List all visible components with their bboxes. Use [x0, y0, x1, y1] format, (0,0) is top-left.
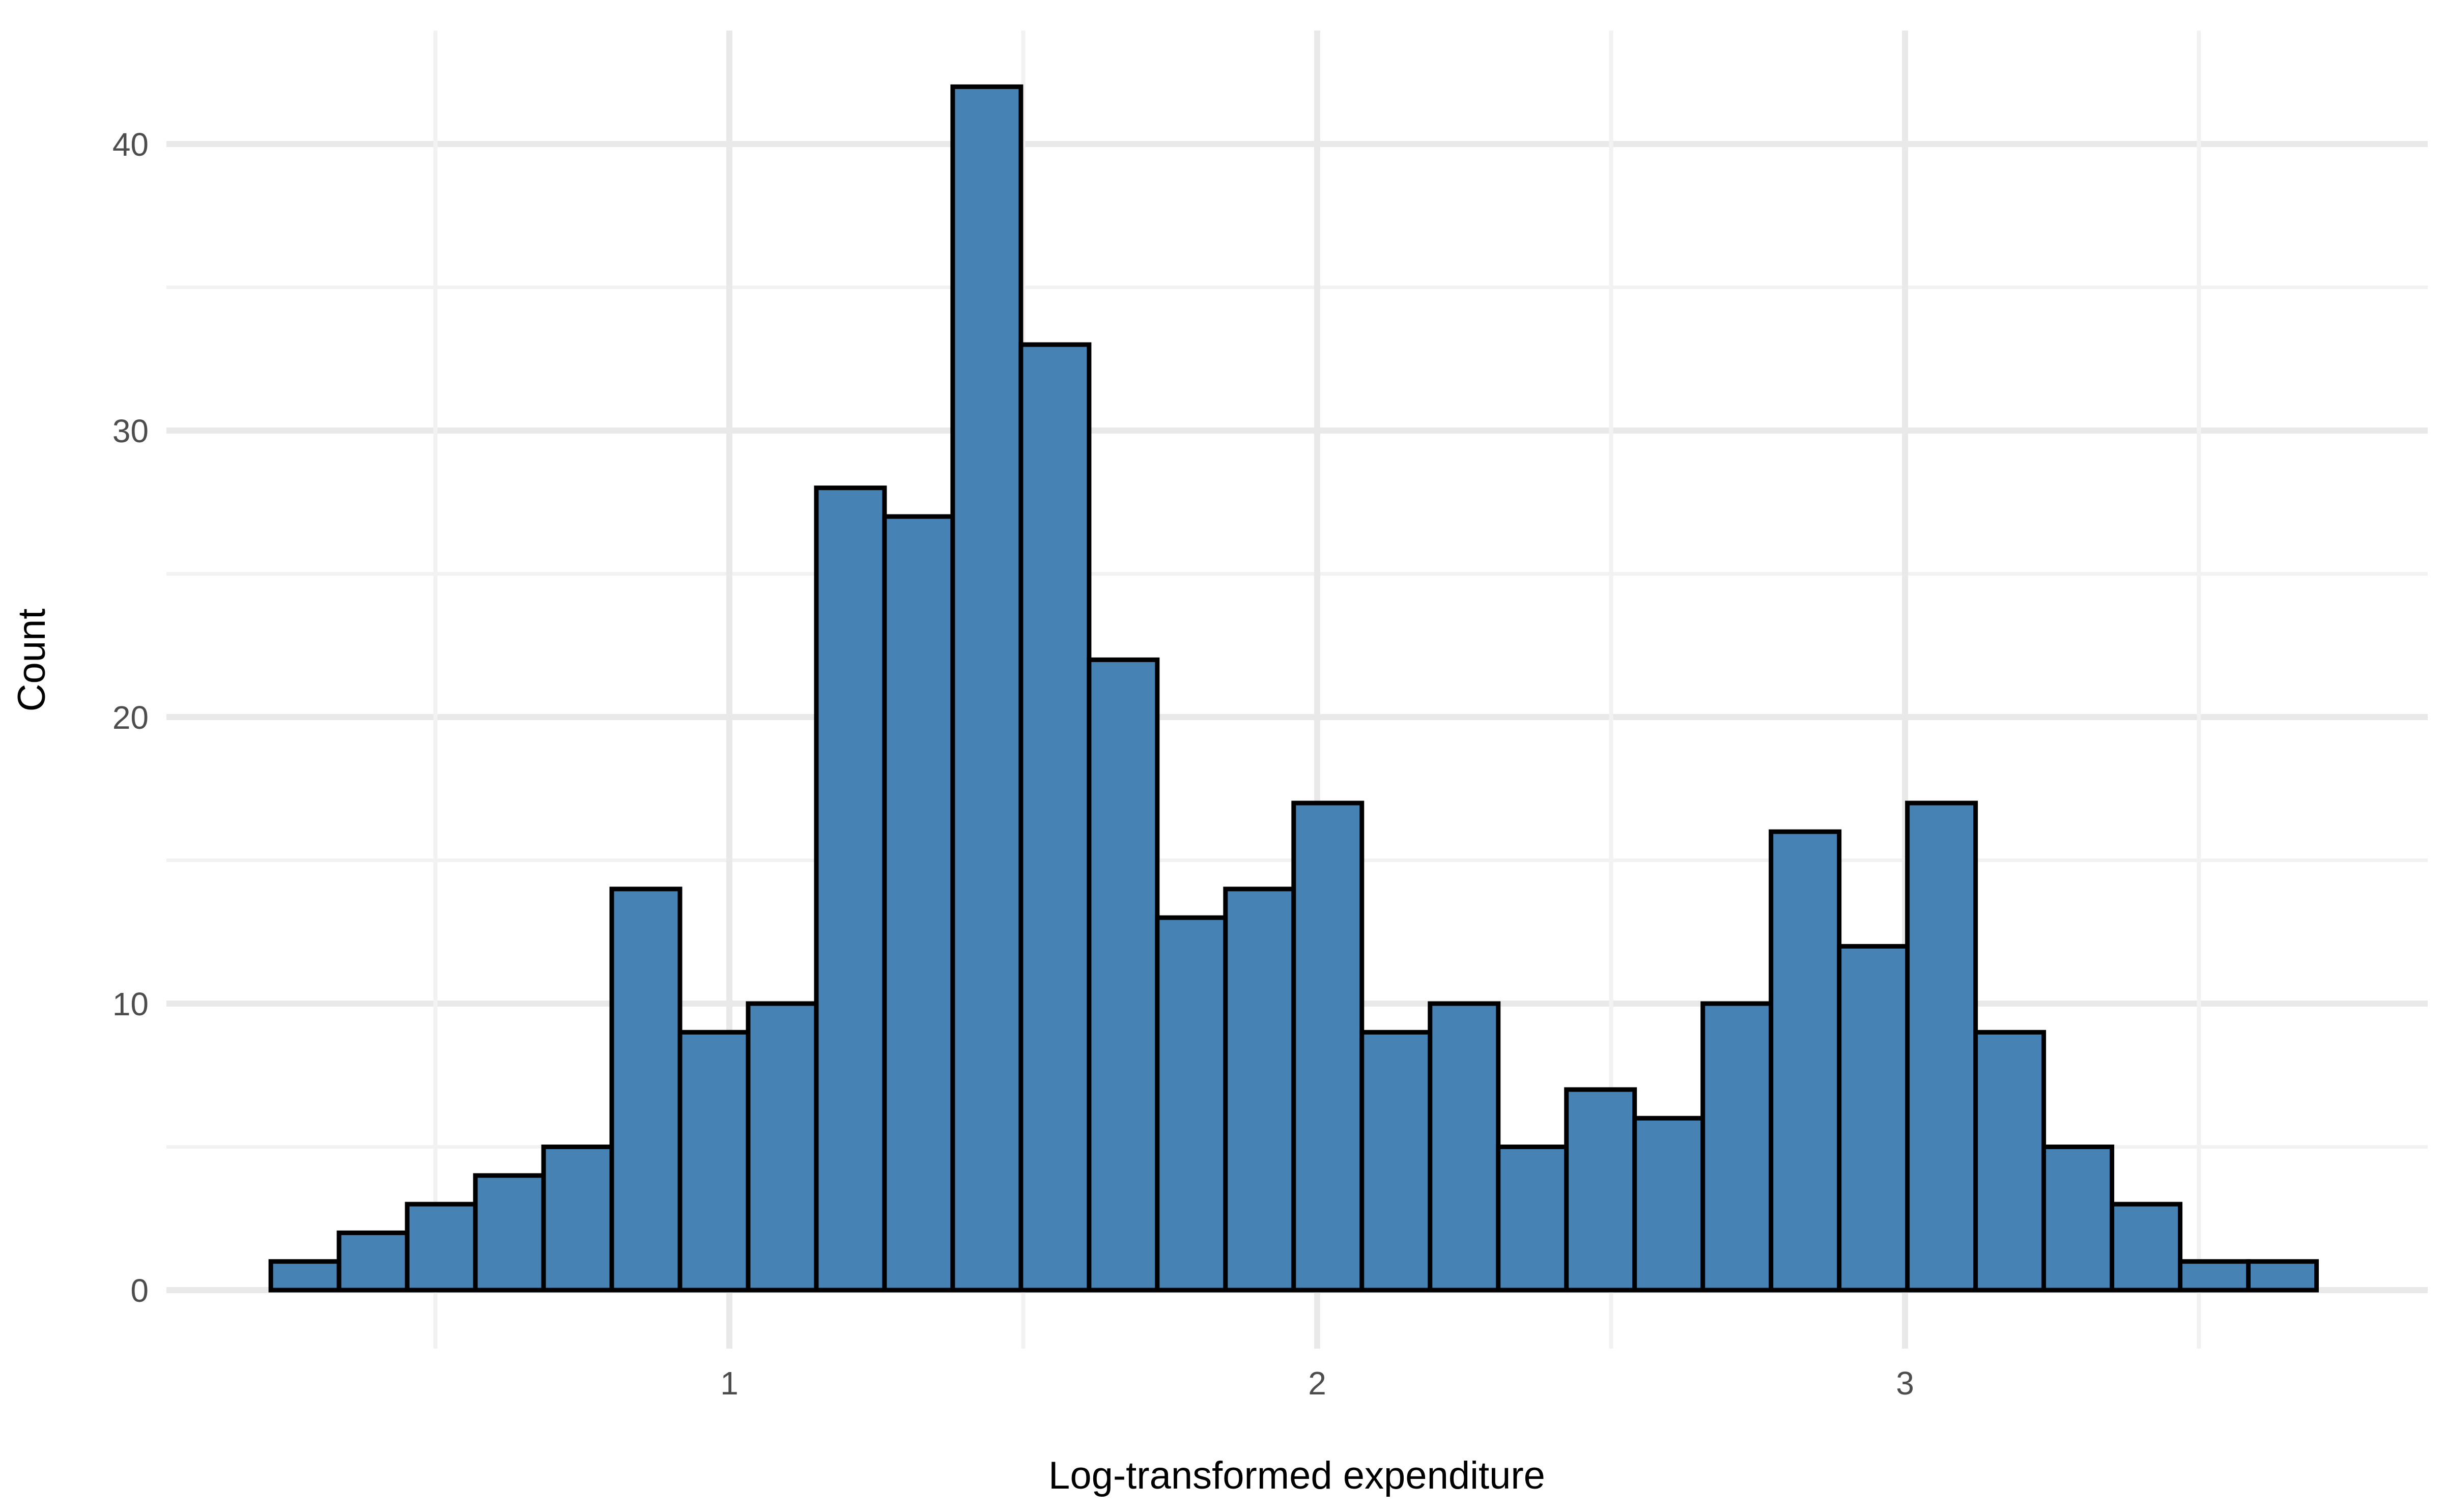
histogram-bar [814, 486, 887, 1293]
histogram-bar [1155, 915, 1228, 1293]
histogram-bar [1632, 1116, 1706, 1293]
histogram-bar [2041, 1145, 2115, 1293]
histogram-bar [1564, 1087, 1637, 1293]
y-tick-label: 20 [112, 699, 149, 736]
x-axis-title: Log-transformed expenditure [1048, 1454, 1545, 1497]
x-axis-tick-labels: 1 2 3 [720, 1365, 1914, 1402]
histogram-bar [2246, 1259, 2319, 1293]
histogram-bar [609, 887, 683, 1293]
histogram-bar [473, 1173, 546, 1293]
histogram-bar [336, 1230, 410, 1293]
histogram-bar [882, 514, 955, 1293]
y-tick-label: 40 [112, 126, 149, 163]
histogram-bar [950, 84, 1024, 1293]
histogram-bars [268, 84, 2319, 1293]
y-tick-label: 10 [112, 986, 149, 1022]
y-axis-tick-labels: 0 10 20 30 40 [112, 126, 149, 1309]
histogram-bar [1428, 1001, 1501, 1293]
y-tick-label: 30 [112, 413, 149, 449]
histogram-bar [1018, 342, 1092, 1293]
histogram-bar [1837, 944, 1910, 1293]
histogram-bar [1291, 801, 1365, 1293]
histogram-bar [677, 1030, 751, 1293]
histogram-bar [1359, 1030, 1433, 1293]
histogram-bar [1769, 829, 1842, 1293]
histogram-bar [2178, 1259, 2251, 1293]
histogram-bar [1905, 801, 1978, 1293]
histogram-bar [405, 1202, 478, 1293]
histogram-bar [1087, 657, 1160, 1293]
histogram-bar [746, 1001, 819, 1293]
histogram-bar [1973, 1030, 2047, 1293]
histogram-bar [1223, 887, 1296, 1293]
x-tick-label: 1 [720, 1365, 738, 1402]
histogram-bar [2110, 1202, 2183, 1293]
histogram-bar [268, 1259, 342, 1293]
histogram-bar [1700, 1001, 1774, 1293]
histogram-bar [541, 1145, 614, 1293]
y-axis-title: Count [10, 609, 53, 712]
x-tick-label: 3 [1896, 1365, 1914, 1402]
y-tick-label: 0 [130, 1272, 149, 1309]
histogram-bar [1496, 1145, 1569, 1293]
x-tick-label: 2 [1308, 1365, 1326, 1402]
